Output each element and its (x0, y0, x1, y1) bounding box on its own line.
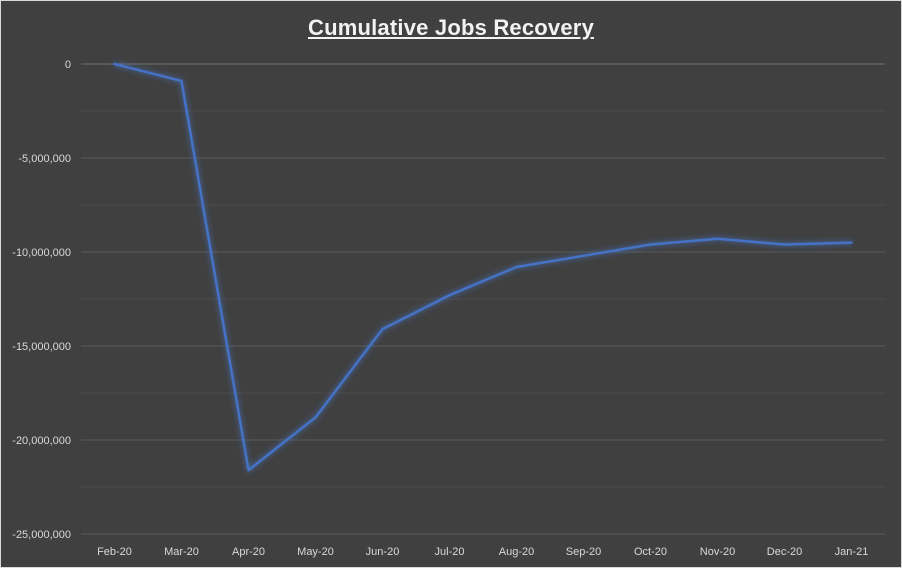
data-point (448, 294, 451, 297)
series-line (113, 62, 853, 472)
x-tick-label: May-20 (297, 546, 334, 558)
x-tick-label: Oct-20 (634, 546, 667, 558)
data-point (649, 243, 652, 246)
chart-title: Cumulative Jobs Recovery (307, 15, 595, 40)
data-point (314, 416, 317, 419)
series-layer (113, 62, 853, 472)
x-tick-label: Mar-20 (164, 546, 199, 558)
y-tick-label: 0 (65, 59, 71, 71)
data-point (381, 327, 384, 331)
y-tick-label: -25,000,000 (12, 529, 71, 541)
x-tick-label: Jul-20 (435, 546, 465, 558)
x-tick-label: Aug-20 (499, 546, 534, 558)
x-tick-label: Jan-21 (835, 546, 869, 558)
x-tick-label: Feb-20 (97, 546, 132, 558)
x-tick-label: Dec-20 (767, 546, 802, 558)
x-tick-label: Nov-20 (700, 546, 735, 558)
data-point (113, 62, 116, 66)
data-point (783, 243, 786, 246)
data-point (716, 237, 719, 241)
x-tick-label: Apr-20 (232, 546, 265, 558)
gridlines (81, 63, 885, 535)
y-tick-label: -15,000,000 (12, 341, 71, 353)
y-tick-label: -20,000,000 (12, 435, 71, 447)
x-tick-label: Sep-20 (566, 546, 601, 558)
data-point (582, 254, 585, 257)
data-point (850, 241, 853, 244)
data-point (247, 468, 250, 472)
data-point (515, 265, 518, 269)
x-axis-tick-labels: Feb-20 Mar-20 Apr-20 May-20 Jun-20 Jul-20 Aug-… (97, 546, 868, 558)
y-tick-label: -5,000,000 (18, 153, 71, 165)
y-tick-label: -10,000,000 (12, 247, 71, 259)
x-tick-label: Jun-20 (366, 546, 400, 558)
y-axis-tick-labels: 0 -5,000,000 -10,000,000 -15,000,000 -20,000… (12, 59, 71, 541)
data-point (180, 79, 183, 83)
